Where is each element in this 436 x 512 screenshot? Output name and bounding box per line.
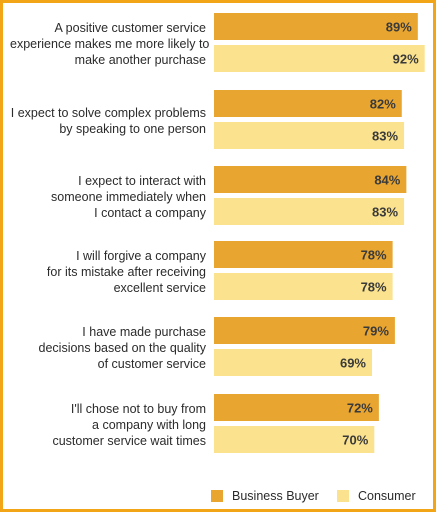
category-label-line: make another purchase <box>74 52 206 67</box>
category-label-line: I expect to solve complex problems <box>10 105 206 120</box>
category-label-line: excellent service <box>113 280 206 295</box>
legend-swatch-consumer <box>337 490 349 502</box>
data-label-business-buyer-1: 89% <box>386 20 412 35</box>
bar-chart: 89% 92% 82% 83% 84% 83% 78% 78% 79% 69% 72% 70% <box>214 13 425 453</box>
legend-label-business-buyer: Business Buyer <box>232 489 319 503</box>
data-label-consumer-6: 70% <box>342 433 368 448</box>
category-label-4: I will forgive a company for its mistake … <box>10 248 206 296</box>
bar-consumer-4 <box>214 273 393 300</box>
data-label-consumer-3: 83% <box>372 205 398 220</box>
bar-consumer-3 <box>214 198 405 225</box>
data-label-business-buyer-6: 72% <box>347 401 373 416</box>
bar-consumer-5 <box>214 349 373 376</box>
legend-business-buyer: Business Buyer <box>211 489 319 503</box>
category-label-2: I expect to solve complex problems by spe… <box>10 105 206 137</box>
category-label-line: for its mistake after receiving <box>46 264 206 279</box>
bar-business-buyer-6 <box>214 394 379 421</box>
category-label-5: I have made purchase decisions based on t… <box>10 324 206 372</box>
category-label-1: A positive customer service experience ma… <box>10 20 210 68</box>
category-label-line: I contact a company <box>94 205 206 220</box>
bar-business-buyer-5 <box>214 317 395 344</box>
bar-business-buyer-4 <box>214 241 393 268</box>
data-label-business-buyer-2: 82% <box>370 97 396 112</box>
category-label-line: customer service wait times <box>52 433 206 448</box>
legend-consumer: Consumer <box>337 489 416 503</box>
category-label-line: I expect to interact with <box>78 173 206 188</box>
bar-consumer-6 <box>214 426 375 453</box>
data-label-consumer-2: 83% <box>372 129 398 144</box>
category-label-line: I'll chose not to buy from <box>70 401 206 416</box>
bar-business-buyer-3 <box>214 166 407 193</box>
category-label-3: I expect to interact with someone immedia… <box>10 173 206 221</box>
data-label-consumer-1: 92% <box>393 52 419 67</box>
legend-label-consumer: Consumer <box>358 489 416 503</box>
category-label-line: I have made purchase <box>82 324 206 339</box>
category-label-line: decisions based on the quality <box>38 340 206 355</box>
data-label-business-buyer-5: 79% <box>363 324 389 339</box>
category-label-line: by speaking to one person <box>59 121 206 136</box>
category-label-line: someone immediately when <box>51 189 206 204</box>
bar-consumer-1 <box>214 45 425 72</box>
data-label-business-buyer-3: 84% <box>374 173 400 188</box>
category-label-line: experience makes me more likely to <box>10 36 210 51</box>
data-label-business-buyer-4: 78% <box>361 248 387 263</box>
category-label-line: A positive customer service <box>54 20 206 35</box>
bar-consumer-2 <box>214 122 405 149</box>
data-label-consumer-5: 69% <box>340 356 366 371</box>
bar-business-buyer-2 <box>214 90 402 117</box>
legend-swatch-business-buyer <box>211 490 223 502</box>
category-label-line: I will forgive a company <box>76 248 206 263</box>
category-label-line: of customer service <box>97 356 206 371</box>
category-label-6: I'll chose not to buy from a company with… <box>10 401 206 449</box>
bar-business-buyer-1 <box>214 13 418 40</box>
data-label-consumer-4: 78% <box>361 280 387 295</box>
category-label-line: a company with long <box>92 417 206 432</box>
